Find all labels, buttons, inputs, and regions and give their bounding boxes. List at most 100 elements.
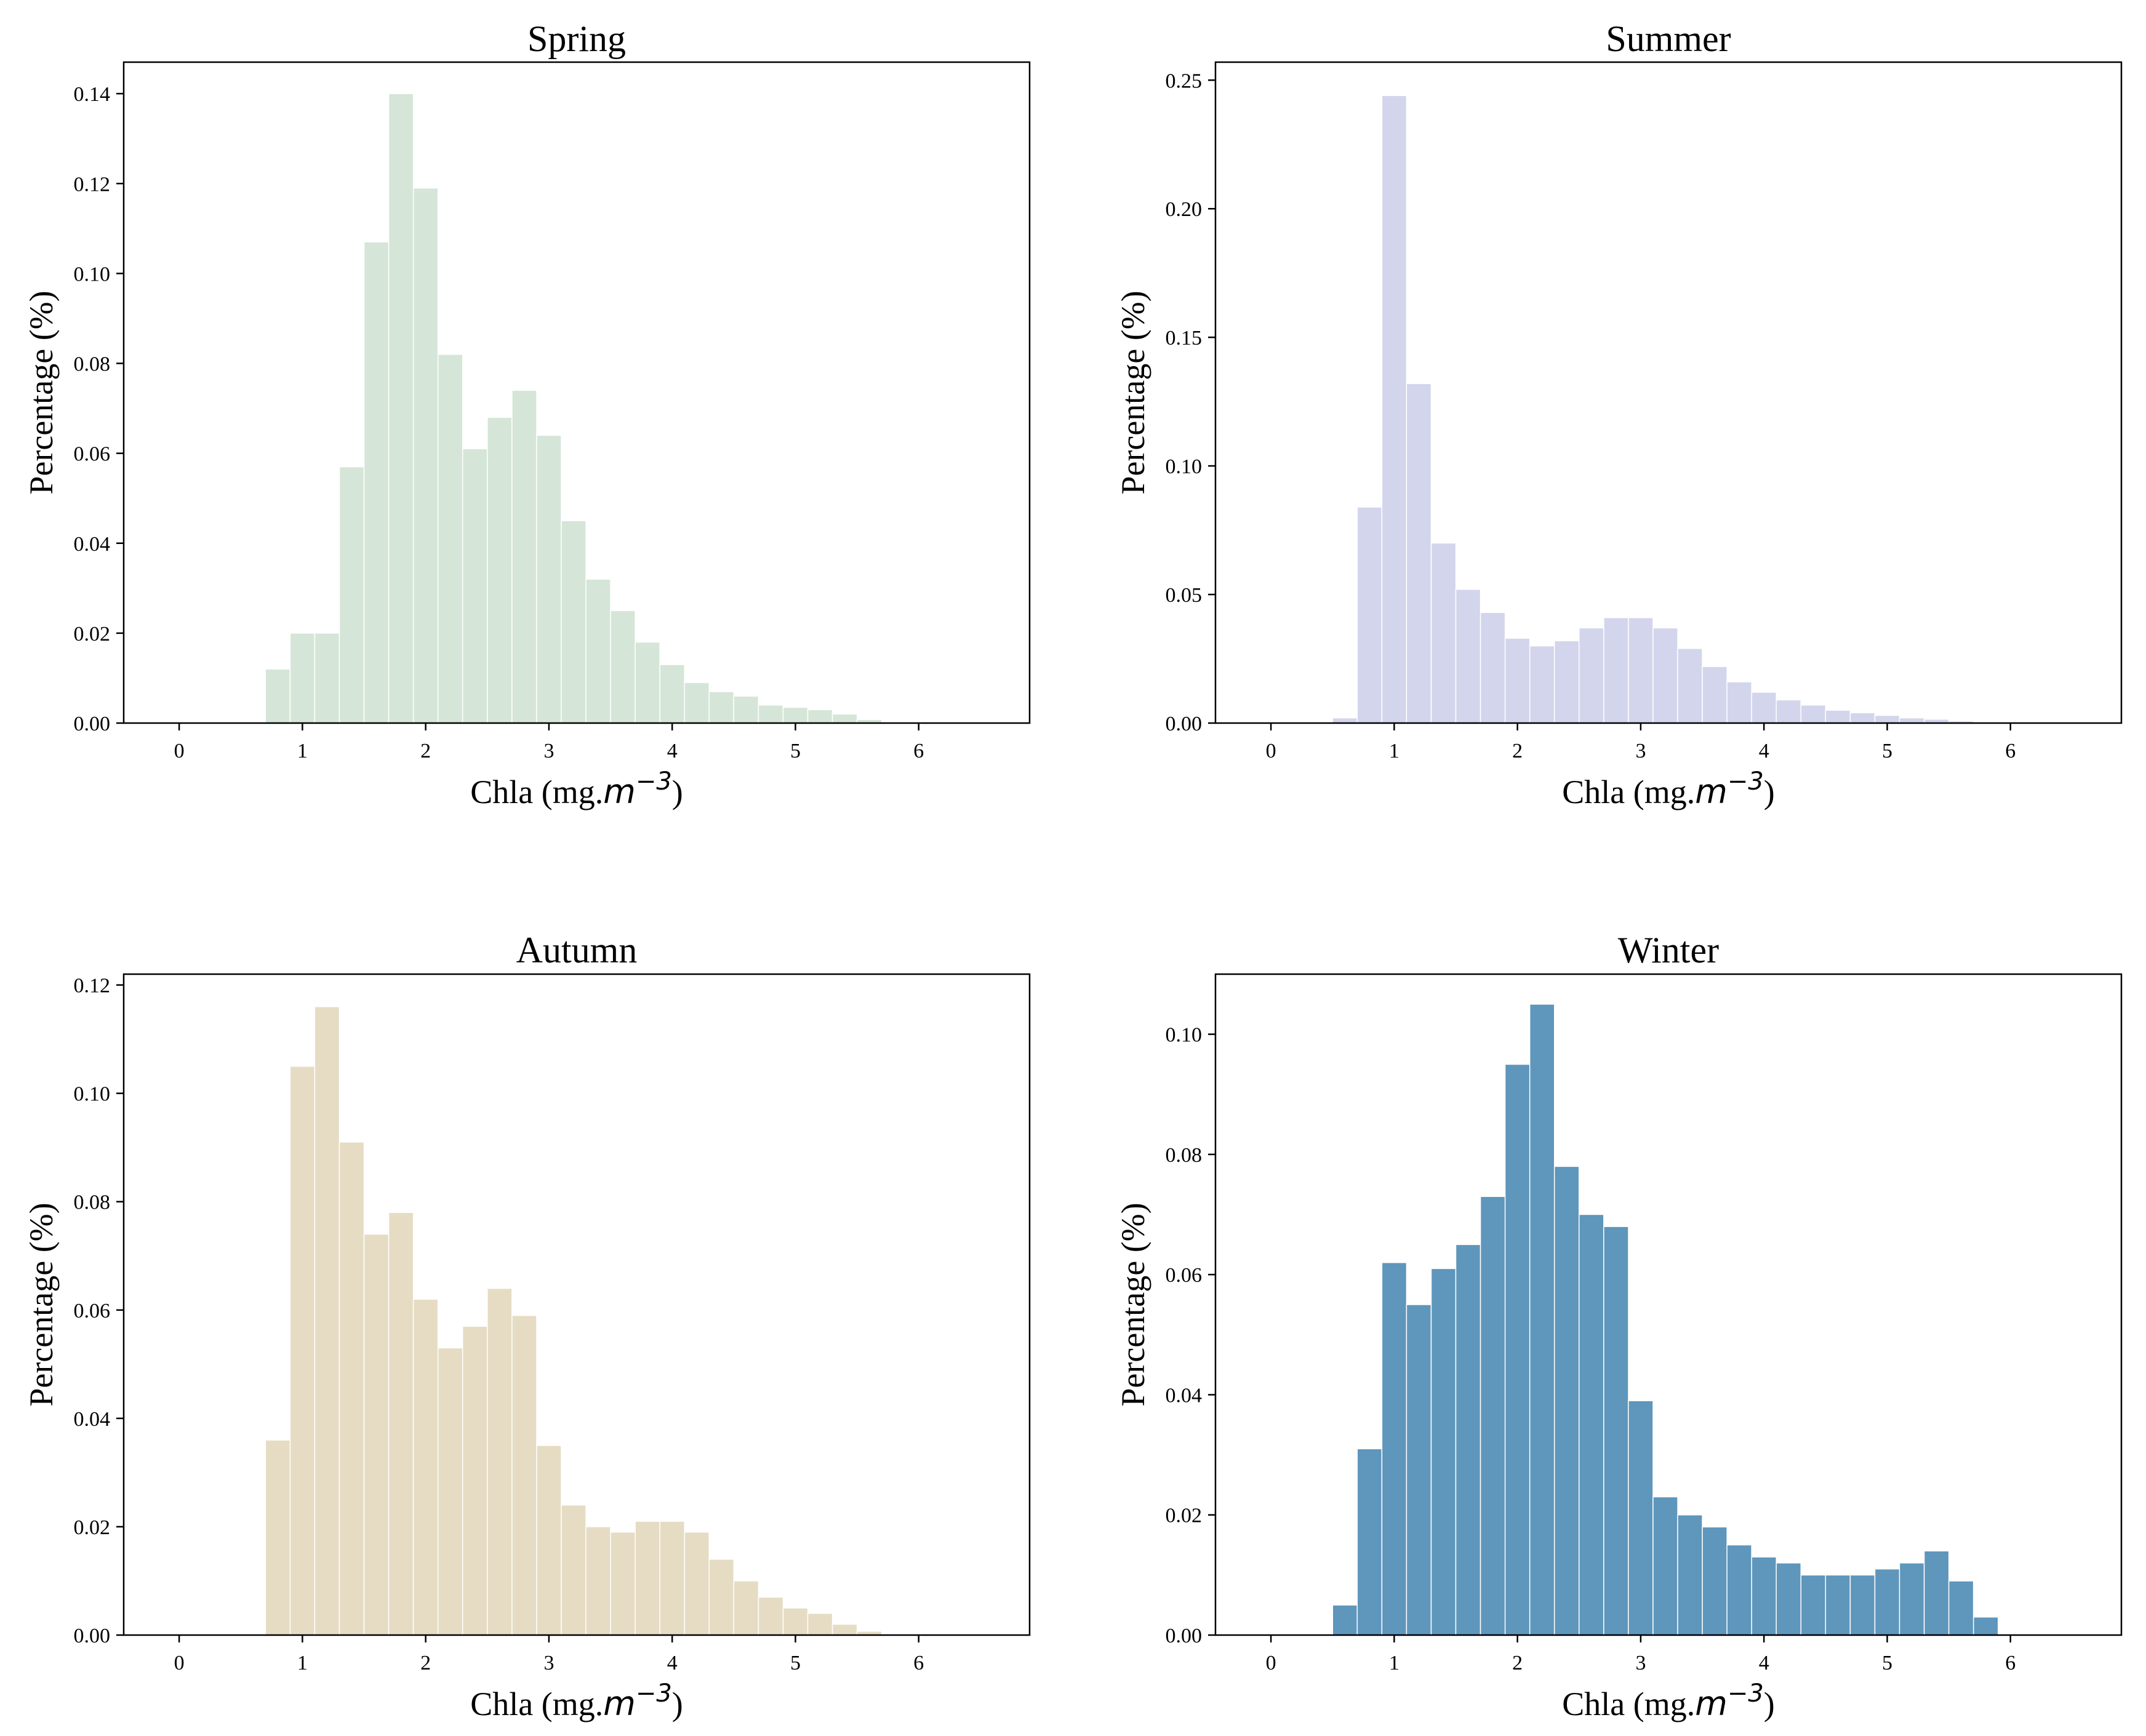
winter-bar <box>1529 1004 1555 1636</box>
autumn-y-tick-label: 0.04 <box>74 1408 111 1431</box>
spring-bar <box>659 664 686 724</box>
winter-x-tick-label: 0 <box>1266 1652 1276 1674</box>
autumn-bar <box>733 1580 759 1636</box>
winter-bar <box>1776 1562 1802 1636</box>
spring-bar <box>561 520 587 724</box>
spring-x-tick-label: 6 <box>913 740 924 762</box>
winter-bar <box>1430 1268 1457 1636</box>
winter-x-tick-label: 4 <box>1759 1652 1769 1674</box>
autumn-y-tick-label: 0.06 <box>74 1300 111 1322</box>
spring-x-axis-label: Chla (mg.m−3) <box>470 767 683 811</box>
spring-bar <box>831 713 858 724</box>
autumn-x-tick-label: 6 <box>913 1652 924 1674</box>
autumn-bar <box>314 1006 340 1636</box>
autumn-bar <box>758 1596 784 1636</box>
autumn-x-axis-label-var: m <box>603 1684 636 1723</box>
winter-bar <box>1553 1166 1580 1636</box>
spring-bar <box>314 633 340 724</box>
spring-bar <box>412 187 439 724</box>
spring-bar <box>511 390 537 724</box>
summer-x-tick-label: 6 <box>2005 740 2016 762</box>
autumn-bar <box>412 1298 439 1636</box>
summer-x-axis-label-main: Chla (mg. <box>1562 774 1695 810</box>
winter-x-axis-label-exp: −3 <box>1728 1679 1764 1708</box>
spring-x-tick-label: 2 <box>420 740 431 762</box>
spring-y-tick-label: 0.10 <box>74 263 111 286</box>
summer-bar <box>1579 627 1604 724</box>
autumn-x-axis: 0 1 2 3 4 5 6 <box>174 1635 924 1674</box>
winter-bar <box>1332 1604 1358 1636</box>
autumn-bar <box>363 1233 390 1636</box>
spring-bar <box>635 641 660 724</box>
panel-autumn: 0 1 2 3 4 5 6 0.00 0.02 0.04 0.06 0.08 0.10 0.12 Aut… <box>23 930 1031 1723</box>
summer-bar <box>1603 617 1629 724</box>
summer-x-axis-label-exp: −3 <box>1728 767 1764 796</box>
autumn-bar <box>338 1142 365 1636</box>
summer-y-tick-label: 0.20 <box>1166 198 1203 221</box>
winter-y-axis: 0.00 0.02 0.04 0.06 0.08 0.10 <box>1166 1024 1215 1647</box>
summer-x-tick-label: 0 <box>1266 740 1276 762</box>
summer-x-axis-label: Chla (mg.m−3) <box>1562 767 1775 811</box>
autumn-y-tick-label: 0.00 <box>74 1625 111 1647</box>
autumn-y-axis-label: Percentage (%) <box>23 1202 60 1406</box>
winter-bar <box>1800 1574 1827 1636</box>
spring-bar <box>708 691 735 724</box>
winter-bars <box>1332 1004 1999 1636</box>
winter-bar <box>1849 1574 1876 1636</box>
winter-bar <box>1702 1526 1728 1636</box>
summer-y-tick-label: 0.10 <box>1166 455 1203 478</box>
winter-x-tick-label: 3 <box>1635 1652 1646 1674</box>
winter-x-axis-label-close: ) <box>1764 1686 1775 1722</box>
summer-x-tick-label: 2 <box>1512 740 1523 762</box>
summer-bar <box>1677 648 1703 724</box>
spring-bar <box>388 93 414 724</box>
spring-x-tick-label: 5 <box>790 740 801 762</box>
summer-y-tick-label: 0.00 <box>1166 713 1203 735</box>
spring-bar <box>807 709 833 724</box>
summer-bar <box>1332 717 1358 724</box>
autumn-y-tick-label: 0.02 <box>74 1516 111 1539</box>
autumn-x-axis-label-close: ) <box>672 1686 683 1722</box>
winter-bar <box>1948 1580 1974 1636</box>
autumn-bar <box>437 1347 463 1636</box>
summer-bar <box>1430 542 1457 724</box>
winter-bar <box>1923 1550 1950 1636</box>
autumn-bar <box>610 1531 636 1636</box>
summer-x-tick-label: 5 <box>1882 740 1892 762</box>
autumn-plot-frame <box>122 973 1031 1636</box>
spring-y-tick-label: 0.00 <box>74 713 111 735</box>
winter-bar <box>1381 1262 1407 1636</box>
summer-x-axis-label-close: ) <box>1764 774 1775 810</box>
spring-x-axis-label-var: m <box>603 772 636 811</box>
panel-spring: 0 1 2 3 4 5 6 0.00 0.02 0.04 0.06 0.08 0.10 0.12 0.14… <box>23 18 1031 811</box>
winter-bar <box>1874 1568 1900 1636</box>
spring-bar <box>363 241 390 724</box>
autumn-bar <box>807 1613 833 1636</box>
summer-y-tick-label: 0.15 <box>1166 327 1203 350</box>
winter-x-axis-label-main: Chla (mg. <box>1562 1686 1695 1722</box>
spring-bar <box>585 578 611 724</box>
autumn-bar <box>708 1559 735 1636</box>
spring-plot-frame <box>122 61 1031 724</box>
winter-x-axis-label-var: m <box>1695 1684 1728 1723</box>
spring-x-tick-label: 1 <box>297 740 308 762</box>
summer-bar <box>1800 704 1827 724</box>
spring-bar <box>782 706 809 724</box>
spring-bars <box>265 93 883 724</box>
winter-y-tick-label: 0.10 <box>1166 1024 1203 1047</box>
winter-y-tick-label: 0.00 <box>1166 1625 1203 1647</box>
spring-bar <box>733 695 759 724</box>
winter-bar <box>1825 1574 1851 1636</box>
autumn-x-tick-label: 1 <box>297 1652 308 1674</box>
spring-x-axis: 0 1 2 3 4 5 6 <box>174 723 924 762</box>
winter-y-tick-label: 0.06 <box>1166 1264 1203 1287</box>
summer-y-tick-label: 0.05 <box>1166 584 1203 607</box>
summer-bar <box>1455 588 1481 724</box>
winter-bar <box>1406 1304 1432 1636</box>
autumn-bar <box>487 1287 513 1636</box>
autumn-bars <box>265 1006 883 1636</box>
spring-bar <box>462 448 488 724</box>
